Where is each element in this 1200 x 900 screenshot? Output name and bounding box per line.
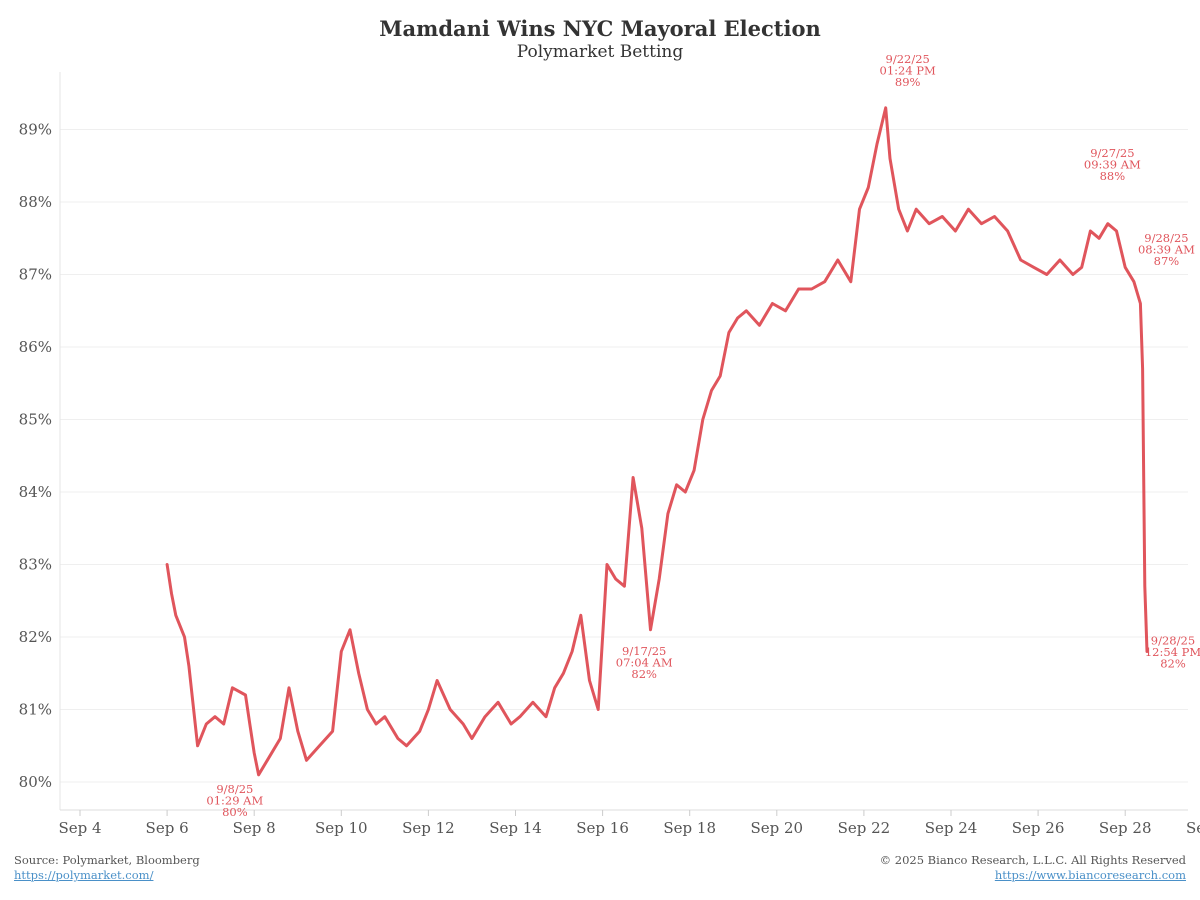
series-line-0	[165, 106, 1149, 777]
x-tick-label: Sep 14	[489, 819, 542, 837]
annotation-text: 80%	[222, 805, 248, 819]
y-axis: 80% 81% 82% 83% 84% 85% 86% 87% 88% 89%	[19, 72, 61, 810]
y-tick-label: 88%	[19, 193, 52, 211]
x-tick-label: Sep 22	[838, 819, 891, 837]
annotation-text: 08:39 AM	[1138, 243, 1195, 257]
x-tick-label: Sep 4	[58, 819, 101, 837]
website-link[interactable]: https://www.biancoresearch.com	[994, 868, 1186, 882]
annotation-text: 9/28/25	[1151, 634, 1195, 648]
y-tick-label: 82%	[19, 628, 52, 646]
x-tick-label: Sep 10	[315, 819, 368, 837]
copyright-text: © 2025 Bianco Research, L.L.C. All Right…	[879, 853, 1186, 867]
x-tick-label: Sep 12	[402, 819, 455, 837]
annotation-text: 01:29 AM	[206, 793, 263, 807]
annotation-text: 88%	[1100, 169, 1126, 183]
y-tick-label: 84%	[19, 483, 52, 501]
annotation-text: 09:39 AM	[1084, 158, 1141, 172]
annotation-text: 87%	[1154, 254, 1180, 268]
x-tick-label: Sep 18	[663, 819, 716, 837]
x-tick-label: Sep 16	[576, 819, 629, 837]
chart-subtitle: Polymarket Betting	[516, 42, 684, 62]
x-tick-label: Sep 30	[1186, 819, 1200, 837]
annotation-text: 89%	[895, 75, 921, 89]
x-tick-label: Sep 20	[750, 819, 803, 837]
chart-title: Mamdani Wins NYC Mayoral Election	[379, 16, 821, 41]
annotation-text: 9/17/25	[622, 644, 666, 658]
series-layer	[165, 106, 1149, 777]
x-tick-label: Sep 6	[146, 819, 189, 837]
y-tick-label: 86%	[19, 338, 52, 356]
annotation-text: 9/27/25	[1090, 146, 1134, 160]
annotation-text: 82%	[1160, 657, 1186, 671]
annotation-text: 9/28/25	[1144, 231, 1188, 245]
y-tick-label: 83%	[19, 556, 52, 574]
x-tick-label: Sep 24	[925, 819, 978, 837]
annotation-text: 9/8/25	[216, 782, 253, 796]
source-label: Source: Polymarket, Bloomberg	[14, 853, 200, 867]
annotation-text: 01:24 PM	[880, 63, 937, 77]
x-tick-label: Sep 8	[233, 819, 276, 837]
y-tick-label: 81%	[19, 701, 52, 719]
annotation-text: 9/22/25	[886, 52, 930, 66]
source-link[interactable]: https://polymarket.com/	[14, 868, 154, 882]
x-axis: Sep 4 Sep 6 Sep 8 Sep 10 Sep 12 Sep 14 Sep 16 S…	[58, 809, 1200, 837]
annotation-text: 07:04 AM	[616, 656, 673, 670]
gridlines	[60, 129, 1188, 783]
y-tick-label: 87%	[19, 266, 52, 284]
annotation-text: 82%	[631, 667, 657, 681]
y-tick-label: 85%	[19, 411, 52, 429]
y-tick-label: 80%	[19, 773, 52, 791]
x-tick-label: Sep 26	[1012, 819, 1065, 837]
y-tick-label: 89%	[19, 121, 52, 139]
annotation-text: 12:54 PM	[1145, 645, 1200, 659]
x-tick-label: Sep 28	[1099, 819, 1152, 837]
